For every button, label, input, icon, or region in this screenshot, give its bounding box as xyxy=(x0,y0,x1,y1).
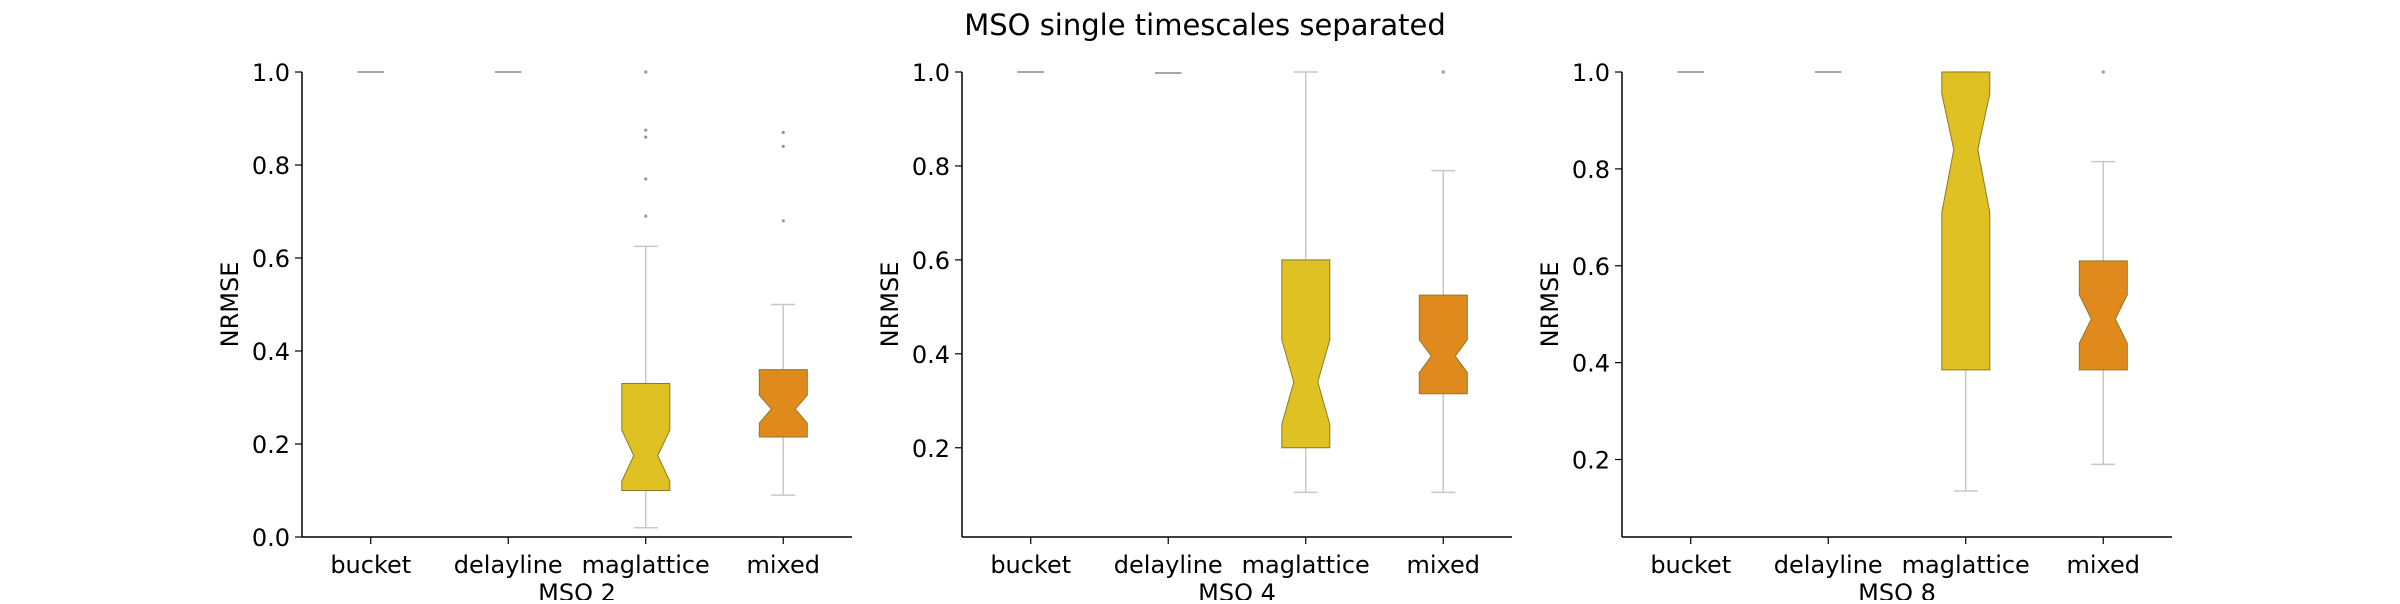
flier-point xyxy=(781,144,785,148)
x-tick-label: delayline xyxy=(454,551,563,579)
y-tick-label: 0.2 xyxy=(1572,447,1610,475)
box-body xyxy=(1941,71,1991,371)
x-tick-label: mixed xyxy=(2066,551,2140,579)
y-tick-label: 0.6 xyxy=(1572,253,1610,281)
y-tick-label: 0.6 xyxy=(912,247,950,275)
flier-point xyxy=(2101,70,2105,74)
box-body xyxy=(621,383,671,491)
box-mixed xyxy=(1418,70,1468,494)
y-tick-label: 0.2 xyxy=(912,435,950,463)
y-tick-label: 0.6 xyxy=(252,245,290,273)
flier-point xyxy=(781,130,785,135)
flier-point xyxy=(644,70,648,74)
x-tick-label: bucket xyxy=(330,551,411,579)
y-tick-label: 1.0 xyxy=(252,59,290,87)
y-axis-label: NRMSE xyxy=(1536,262,1564,348)
x-axis-label: MSO 2 xyxy=(538,579,616,600)
panel-1: 0.0 0.2 0.4 0.6 0.8 1.0 bucket delayline maglatt… xyxy=(216,59,852,604)
flier-point xyxy=(781,219,785,223)
y-axis-label: NRMSE xyxy=(216,262,244,348)
x-tick-label: bucket xyxy=(990,551,1071,579)
y-tick-label: 1.0 xyxy=(1572,59,1610,87)
x-tick-label: mixed xyxy=(1406,551,1480,579)
box-body xyxy=(1418,294,1468,395)
figure-title: MSO single timescales separated xyxy=(964,8,1446,42)
x-tick-label: maglattice xyxy=(582,551,710,579)
y-tick-label: 0.8 xyxy=(912,153,950,181)
y-tick-label: 0.4 xyxy=(252,338,290,366)
y-tick-label: 0.4 xyxy=(912,341,950,369)
flier-point xyxy=(644,177,648,181)
box-maglattice xyxy=(1281,71,1331,494)
box-body xyxy=(758,369,808,438)
flier-point xyxy=(644,214,648,218)
x-axis-label: MSO 4 xyxy=(1198,579,1276,600)
box-maglattice xyxy=(621,70,671,529)
y-tick-label: 1.0 xyxy=(912,59,950,87)
y-tick-label: 0.0 xyxy=(252,524,290,552)
x-axis-label: MSO 8 xyxy=(1858,579,1936,600)
panel-3: 0.2 0.4 0.6 0.8 1.0 bucket delayline maglattice… xyxy=(1536,59,2172,604)
panel-2: 0.2 0.4 0.6 0.8 1.0 bucket delayline maglattice… xyxy=(876,59,1512,604)
x-tick-label: delayline xyxy=(1774,551,1883,579)
y-tick-label: 0.8 xyxy=(252,152,290,180)
x-tick-label: mixed xyxy=(746,551,820,579)
flier-point xyxy=(1441,70,1445,74)
y-tick-label: 0.2 xyxy=(252,431,290,459)
y-axis-label: NRMSE xyxy=(876,262,904,348)
y-tick-label: 0.8 xyxy=(1572,156,1610,184)
box-body xyxy=(2078,260,2128,371)
x-tick-label: bucket xyxy=(1650,551,1731,579)
x-tick-label: delayline xyxy=(1114,551,1223,579)
y-tick-label: 0.4 xyxy=(1572,350,1610,378)
x-tick-label: maglattice xyxy=(1242,551,1370,579)
flier-point xyxy=(644,128,648,132)
box-mixed xyxy=(758,130,808,496)
box-body xyxy=(1281,259,1331,449)
flier-point xyxy=(644,135,648,139)
box-maglattice xyxy=(1941,71,1991,492)
x-tick-label: maglattice xyxy=(1902,551,2030,579)
box-mixed xyxy=(2078,70,2128,466)
